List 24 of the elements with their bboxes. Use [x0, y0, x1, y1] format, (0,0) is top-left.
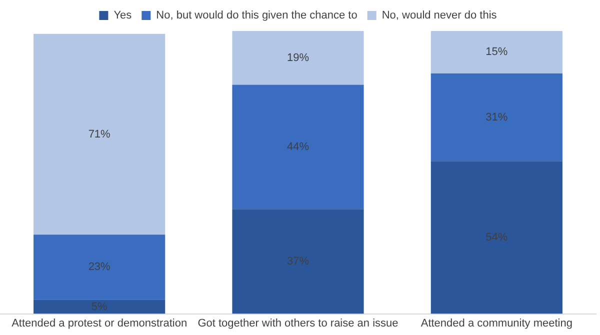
bar [34, 34, 166, 235]
bar [232, 31, 364, 85]
data-label: 15% [486, 46, 508, 58]
bar [34, 300, 166, 314]
data-label: 31% [486, 111, 508, 124]
data-label: 19% [286, 52, 310, 64]
x-tick-label: Attended a community meeting [420, 317, 572, 330]
x-tick-label: Got together with others to raise an issue [198, 317, 398, 330]
data-label: 44% [286, 140, 310, 153]
data-label: 54% [486, 231, 508, 244]
data-label: 23% [88, 261, 111, 274]
data-label: 5% [91, 300, 108, 313]
bar [232, 209, 364, 314]
bar [430, 73, 562, 162]
bar [232, 84, 364, 210]
data-label: 37% [286, 256, 310, 268]
bar [430, 161, 562, 314]
legend-label: No, would never do this [382, 10, 498, 22]
x-tick-label: Attended a protest or demonstration [12, 317, 188, 330]
legend-label: Yes [114, 10, 132, 22]
legend-label: No, but would do this given the chance to [156, 10, 358, 22]
bar [430, 31, 562, 74]
bar [34, 234, 166, 300]
data-label: 71% [88, 128, 111, 140]
